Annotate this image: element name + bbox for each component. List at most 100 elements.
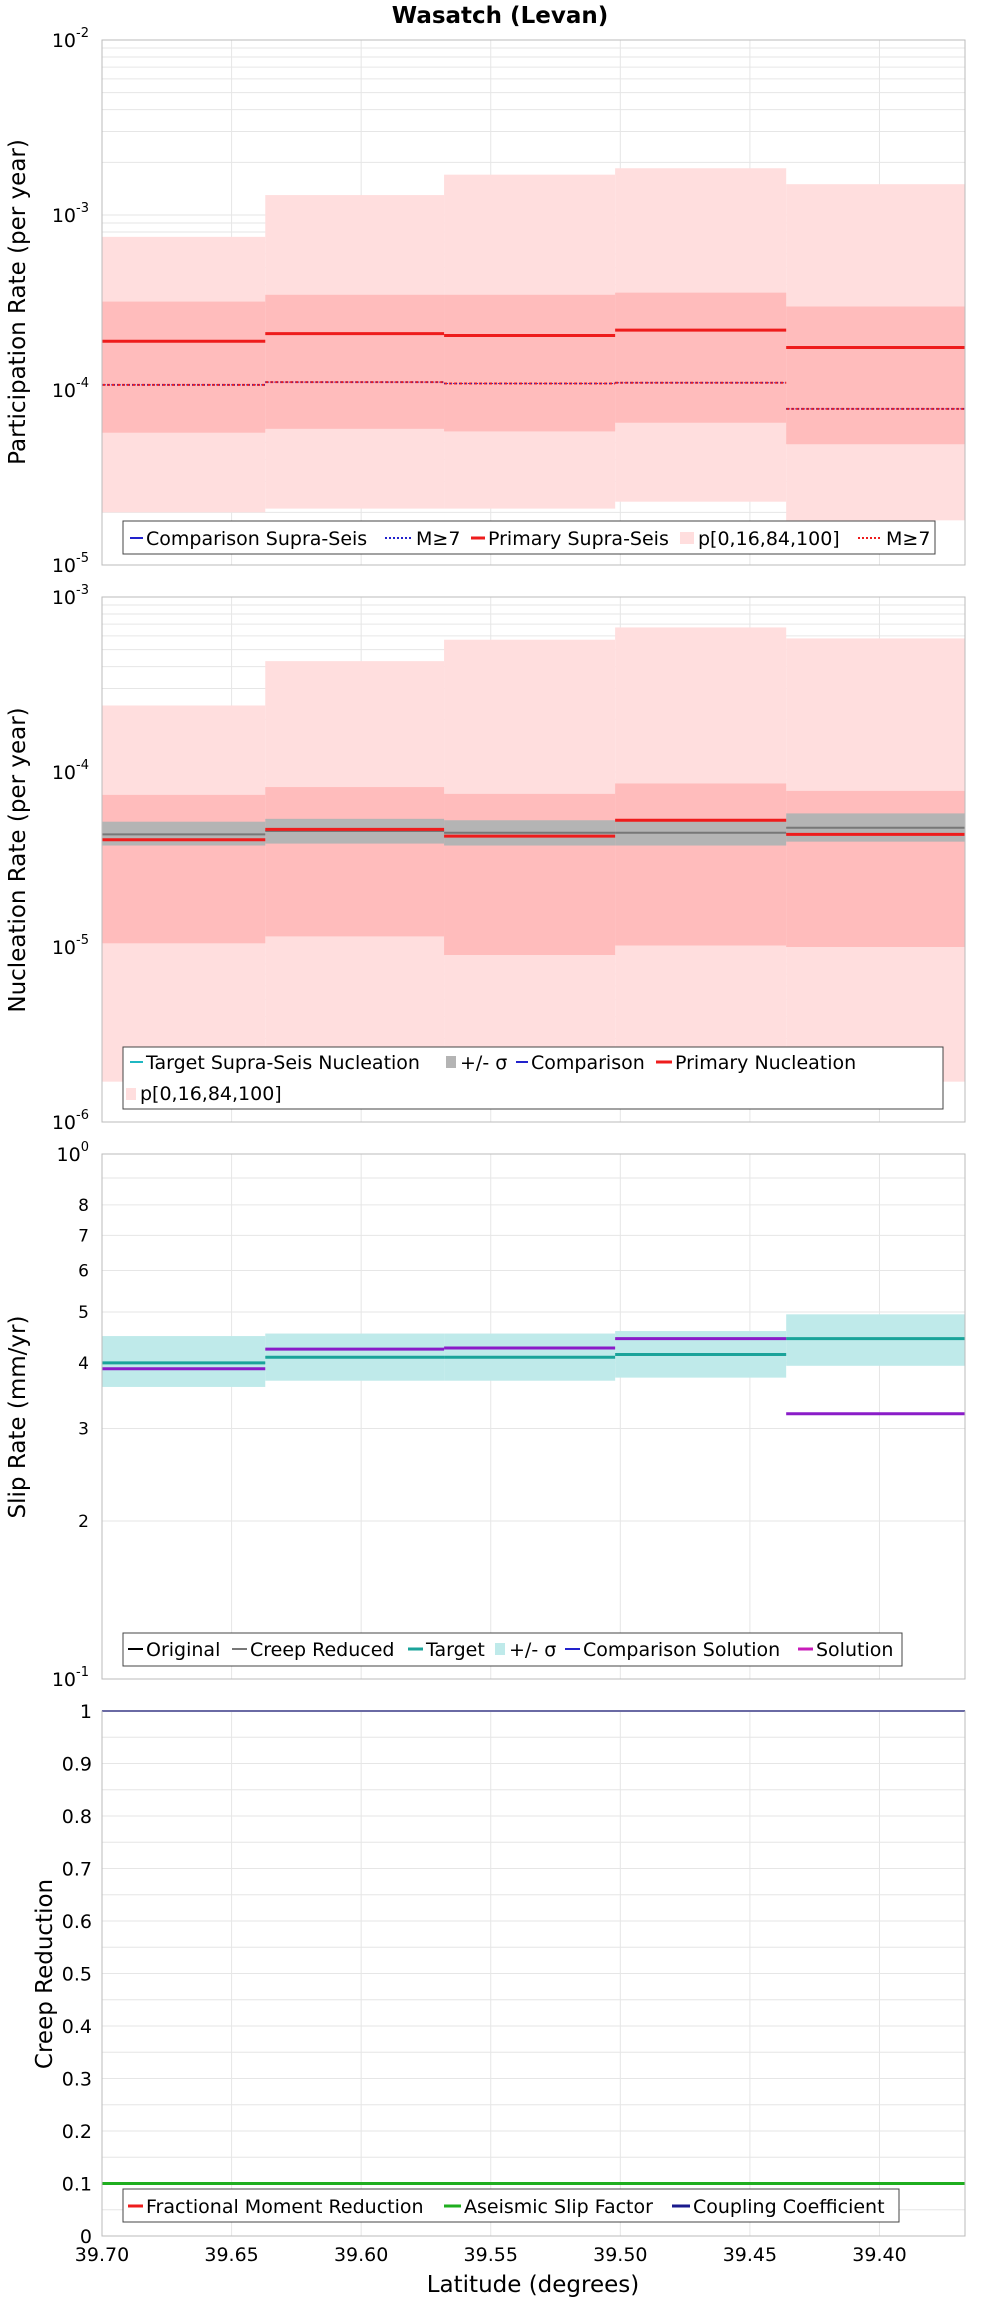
slip-frame <box>101 1153 966 1680</box>
creep-y-tick-label: 0.7 <box>62 1859 92 1881</box>
legend-nucleation-sigma: +/- σ <box>460 1052 507 1074</box>
legend-primary-nucleation: Primary Nucleation <box>675 1052 856 1074</box>
legend-swatch-nucleation-percentiles <box>126 1088 136 1100</box>
creep-grid <box>101 1710 965 2237</box>
x-tick-label: 39.55 <box>464 2244 518 2266</box>
legend-original: Original <box>146 1639 220 1661</box>
slip-y-label: Slip Rate (mm/yr) <box>5 1316 31 1519</box>
legend-nucleation-comparison: Comparison <box>531 1052 645 1074</box>
nucleation-frame <box>101 596 966 1123</box>
participation-percentile-inner-band <box>615 292 787 423</box>
participation-y-tick-label: 10-4 <box>52 376 89 402</box>
participation-marks <box>102 168 965 521</box>
nucleation-panel: 10-6 10-5 10-4 10-3 Nucleation Rate (per ye… <box>5 583 966 1134</box>
slip-y-ticks: 10-1 100 2 3 4 5 6 7 8 <box>52 1140 89 1691</box>
creep-y-ticks: 0 0.1 0.2 0.3 0.4 0.5 0.6 0.7 0.8 0.9 1 <box>62 1701 92 2248</box>
slip-marks <box>102 1314 965 1416</box>
creep-y-tick-label: 0.6 <box>62 1911 92 1933</box>
nucleation-legend: Target Supra-Seis Nucleation +/- σ Compa… <box>122 1046 944 1110</box>
legend-creep-reduced: Creep Reduced <box>250 1639 394 1661</box>
x-tick-label: 39.60 <box>334 2244 388 2266</box>
slip-y-tick-label: 10-1 <box>52 1665 89 1691</box>
legend-aseismic-slip-factor: Aseismic Slip Factor <box>464 2196 653 2218</box>
legend-comparison-solution: Comparison Solution <box>583 1639 780 1661</box>
participation-y-tick-label: 10-2 <box>52 26 89 52</box>
slip-y-tick-label: 100 <box>57 1140 89 1166</box>
creep-y-tick-label: 0.5 <box>62 1964 92 1986</box>
slip-y-minor-tick-label: 5 <box>78 1303 89 1323</box>
x-tick-label: 39.65 <box>204 2244 258 2266</box>
legend-solution: Solution <box>816 1639 893 1661</box>
x-tick-label: 39.40 <box>852 2244 906 2266</box>
participation-y-ticks: 10-5 10-4 10-3 10-2 <box>52 26 89 577</box>
creep-y-tick-label: 0.1 <box>62 2174 92 2196</box>
slip-y-minor-tick-label: 3 <box>78 1420 89 1440</box>
creep-frame <box>101 1710 966 2237</box>
nucleation-percentile-inner-band <box>444 793 616 956</box>
nucleation-y-label: Nucleation Rate (per year) <box>5 707 31 1012</box>
creep-legend-box <box>122 2188 900 2223</box>
participation-y-tick-label: 10-5 <box>52 551 89 577</box>
x-tick-label: 39.50 <box>593 2244 647 2266</box>
legend-primary-m7: M≥7 <box>886 528 930 550</box>
creep-x-ticks: 39.70 39.65 39.60 39.55 39.50 39.45 39.40 <box>75 2244 907 2266</box>
slip-y-minor-tick-label: 4 <box>78 1354 89 1374</box>
legend-swatch-slip-sigma <box>495 1643 505 1655</box>
participation-frame <box>101 39 966 566</box>
x-tick-label: 39.70 <box>75 2244 129 2266</box>
nucleation-y-tick-label: 10-5 <box>52 933 89 959</box>
creep-y-tick-label: 1 <box>80 1701 92 1723</box>
nucleation-percentile-inner-band <box>615 783 787 946</box>
chart-title: Wasatch (Levan) <box>392 3 608 29</box>
creep-legend: Fractional Moment Reduction Aseismic Sli… <box>122 2188 900 2223</box>
creep-y-label: Creep Reduction <box>32 1879 58 2069</box>
creep-y-tick-label: 0.2 <box>62 2121 92 2143</box>
participation-percentile-inner-band <box>265 294 445 429</box>
legend-target: Target <box>425 1639 485 1661</box>
legend-nucleation-percentiles: p[0,16,84,100] <box>140 1083 282 1105</box>
slip-y-minor-tick-label: 2 <box>78 1512 89 1532</box>
slip-y-minor-tick-label: 7 <box>78 1226 89 1246</box>
nucleation-legend-box <box>122 1046 944 1110</box>
legend-primary-supra-seis: Primary Supra-Seis <box>488 528 669 550</box>
slip-y-minor-tick-label: 8 <box>78 1196 89 1216</box>
legend-fractional-moment-reduction: Fractional Moment Reduction <box>146 2196 424 2218</box>
participation-percentile-inner-band <box>786 306 965 445</box>
nucleation-percentile-inner-band <box>102 794 266 944</box>
participation-percentile-inner-band <box>102 301 266 433</box>
creep-panel: 0 0.1 0.2 0.3 0.4 0.5 0.6 0.7 0.8 0.9 1 39.70 39.65… <box>32 1701 966 2298</box>
nucleation-y-ticks: 10-6 10-5 10-4 10-3 <box>52 583 89 1134</box>
creep-y-tick-label: 0.9 <box>62 1754 92 1776</box>
slip-grid <box>101 1154 965 1680</box>
creep-y-tick-label: 0.8 <box>62 1806 92 1828</box>
creep-y-tick-label: 0.3 <box>62 2069 92 2091</box>
x-axis-label: Latitude (degrees) <box>427 2272 640 2298</box>
participation-legend-box <box>122 520 936 555</box>
creep-y-tick-label: 0 <box>80 2226 92 2248</box>
slip-legend: Original Creep Reduced Target +/- σ Comp… <box>122 1632 903 1667</box>
creep-y-tick-label: 0.4 <box>62 2016 92 2038</box>
nucleation-y-tick-label: 10-4 <box>52 758 89 784</box>
legend-coupling-coefficient: Coupling Coefficient <box>693 2196 885 2218</box>
legend-swatch-participation-percentiles <box>680 532 694 544</box>
participation-legend: Comparison Supra-Seis M≥7 Primary Supra-… <box>122 520 936 555</box>
participation-y-label: Participation Rate (per year) <box>5 139 31 465</box>
legend-participation-percentiles: p[0,16,84,100] <box>698 528 840 550</box>
legend-target-supra-seis-nucleation: Target Supra-Seis Nucleation <box>145 1052 420 1074</box>
participation-panel: 10-5 10-4 10-3 10-2 Participation Rate (per… <box>5 26 966 577</box>
participation-y-tick-label: 10-3 <box>52 201 89 227</box>
legend-swatch-nucleation-sigma <box>446 1056 456 1068</box>
slip-legend-box <box>122 1632 903 1667</box>
legend-slip-sigma: +/- σ <box>509 1639 556 1661</box>
participation-percentile-inner-band <box>444 294 616 432</box>
nucleation-percentile-inner-band <box>265 787 445 937</box>
x-tick-label: 39.45 <box>723 2244 777 2266</box>
slip-y-minor-tick-label: 6 <box>78 1261 89 1281</box>
nucleation-marks <box>102 627 965 1082</box>
nucleation-y-tick-label: 10-3 <box>52 583 89 609</box>
slip-panel: 10-1 100 2 3 4 5 6 7 8 Slip Rate (mm/yr) Origina… <box>5 1140 966 1691</box>
legend-comparison-m7: M≥7 <box>416 528 460 550</box>
nucleation-y-tick-label: 10-6 <box>52 1108 89 1134</box>
legend-comparison-supra-seis: Comparison Supra-Seis <box>146 528 367 550</box>
